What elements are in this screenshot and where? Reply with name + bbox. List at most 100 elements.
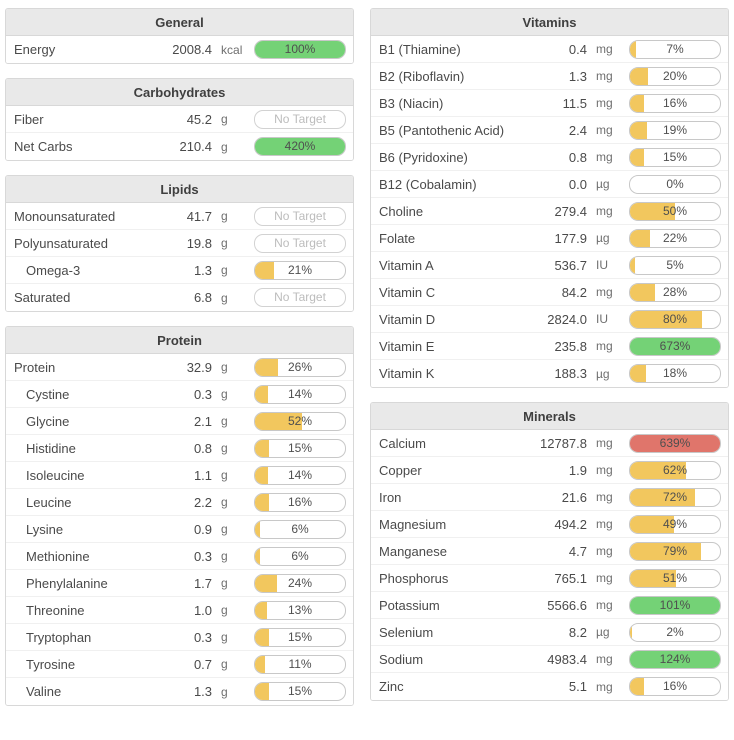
nutrient-row[interactable]: Fiber 45.2 g No Target	[6, 106, 354, 133]
nutrient-row[interactable]: Net Carbs 210.4 g 420%	[6, 133, 354, 160]
nutrient-row[interactable]: Manganese 4.7 mg 79%	[371, 538, 728, 565]
nutrient-value: 1.7	[193, 575, 213, 591]
panel-title: General	[155, 15, 204, 30]
progress-fill	[255, 655, 265, 673]
nutrient-unit: g	[221, 263, 228, 277]
nutrient-row[interactable]: Leucine 2.2 g 16%	[6, 489, 354, 516]
nutrient-row[interactable]: Magnesium 494.2 mg 49%	[371, 511, 728, 538]
nutrient-value: 0.3	[193, 629, 213, 645]
target-slot: No Target	[254, 206, 347, 226]
target-slot: 18%	[629, 364, 721, 383]
nutrient-row[interactable]: Tryptophan 0.3 g 15%	[6, 624, 354, 651]
progress-percent: 80%	[662, 311, 688, 326]
nutrient-row[interactable]: B1 (Thiamine) 0.4 mg 7%	[371, 36, 728, 63]
nutrient-label: Energy	[14, 42, 56, 57]
target-slot: 79%	[629, 541, 721, 561]
nutrient-row[interactable]: Potassium 5566.6 mg 101%	[371, 592, 728, 619]
nutrient-row[interactable]: Selenium 8.2 µg 2%	[371, 619, 728, 646]
panel-minerals: Minerals Calcium 12787.8 mg 639% Copper …	[370, 402, 729, 701]
nutrient-row[interactable]: Vitamin E 235.8 mg 673%	[371, 333, 728, 360]
target-progress-bar: 0%	[629, 174, 721, 194]
nutrient-unit: mg	[596, 96, 613, 110]
nutrient-unit: g	[221, 290, 228, 305]
nutrient-row[interactable]: Choline 279.4 mg 50%	[371, 198, 728, 225]
nutrient-row[interactable]: B3 (Niacin) 11.5 mg 16%	[371, 90, 728, 117]
target-progress-bar: 15%	[254, 438, 347, 458]
progress-percent: 49%	[662, 516, 688, 531]
nutrient-row[interactable]: B2 (Riboflavin) 1.3 mg 20%	[371, 63, 728, 90]
nutrient-row[interactable]: Vitamin K 188.3 µg 18%	[371, 360, 728, 387]
nutrient-row[interactable]: Vitamin A 536.7 IU 5%	[371, 252, 728, 279]
target-progress-bar: 6%	[254, 546, 347, 566]
nutrient-label: Leucine	[26, 494, 72, 510]
target-progress-bar: 15%	[629, 147, 721, 167]
progress-percent: 20%	[662, 68, 688, 83]
nutrient-label: Glycine	[26, 413, 70, 429]
nutrient-row[interactable]: B5 (Pantothenic Acid) 2.4 mg 19%	[371, 117, 728, 144]
progress-fill	[630, 365, 647, 382]
nutrient-row[interactable]: Vitamin C 84.2 mg 28%	[371, 279, 728, 306]
progress-percent: 18%	[662, 366, 688, 380]
nutrient-row[interactable]: Phenylalanine 1.7 g 24%	[6, 570, 354, 597]
nutrient-value: 1.3	[193, 684, 213, 699]
nutrient-value: 12787.8	[540, 435, 587, 451]
progress-fill	[255, 547, 261, 565]
nutrient-row[interactable]: B12 (Cobalamin) 0.0 µg 0%	[371, 171, 728, 198]
target-progress-bar: 16%	[629, 93, 721, 113]
nutrient-row[interactable]: Threonine 1.0 g 13%	[6, 597, 354, 624]
nutrient-row[interactable]: Monounsaturated 41.7 g No Target	[6, 203, 354, 230]
nutrient-row[interactable]: Omega-3 1.3 g 21%	[6, 257, 354, 284]
target-slot: No Target	[254, 109, 347, 129]
nutrient-value: 41.7	[186, 208, 213, 224]
right-column: Vitamins B1 (Thiamine) 0.4 mg 7% B2 (Rib…	[370, 8, 729, 701]
nutrient-row[interactable]: Zinc 5.1 mg 16%	[371, 673, 728, 700]
nutrient-unit: g	[221, 139, 228, 154]
target-progress-bar: 28%	[629, 282, 721, 302]
nutrient-value: 84.2	[561, 284, 587, 300]
target-progress-bar: 420%	[254, 137, 347, 156]
progress-percent: 72%	[662, 489, 688, 504]
progress-percent: 51%	[662, 570, 688, 585]
left-column: General Energy 2008.4 kcal 100% Carbohyd…	[5, 8, 355, 706]
target-progress-bar: 20%	[629, 66, 721, 86]
nutrient-unit: g	[221, 414, 228, 428]
nutrient-row[interactable]: Methionine 0.3 g 6%	[6, 543, 354, 570]
nutrient-value: 0.0	[568, 176, 587, 192]
nutrient-row[interactable]: Iron 21.6 mg 72%	[371, 484, 728, 511]
target-slot: 15%	[254, 438, 347, 458]
nutrient-row[interactable]: Lysine 0.9 g 6%	[6, 516, 354, 543]
nutrient-row[interactable]: Histidine 0.8 g 15%	[6, 435, 354, 462]
nutrient-row[interactable]: Copper 1.9 mg 62%	[371, 457, 728, 484]
target-slot: 673%	[629, 336, 721, 356]
nutrient-row[interactable]: Protein 32.9 g 26%	[6, 354, 354, 381]
nutrient-value: 0.9	[193, 521, 213, 537]
nutrient-row[interactable]: Phosphorus 765.1 mg 51%	[371, 565, 728, 592]
target-progress-bar: 16%	[629, 677, 721, 696]
nutrient-row[interactable]: Isoleucine 1.1 g 14%	[6, 462, 354, 489]
nutrient-row[interactable]: Polyunsaturated 19.8 g No Target	[6, 230, 354, 257]
nutrient-row[interactable]: Sodium 4983.4 mg 124%	[371, 646, 728, 673]
progress-fill	[630, 121, 648, 139]
nutrient-label: Threonine	[26, 602, 85, 618]
panel-title: Vitamins	[522, 15, 577, 30]
nutrient-row[interactable]: Tyrosine 0.7 g 11%	[6, 651, 354, 678]
progress-percent: 100%	[284, 42, 316, 56]
progress-percent: 50%	[662, 203, 688, 218]
nutrient-row[interactable]: Vitamin D 2824.0 IU 80%	[371, 306, 728, 333]
nutrient-row[interactable]: Folate 177.9 µg 22%	[371, 225, 728, 252]
panel-title: Carbohydrates	[133, 85, 226, 100]
nutrient-unit: g	[221, 522, 228, 536]
nutrient-row[interactable]: B6 (Pyridoxine) 0.8 mg 15%	[371, 144, 728, 171]
nutrient-row[interactable]: Glycine 2.1 g 52%	[6, 408, 354, 435]
nutrient-row[interactable]: Saturated 6.8 g No Target	[6, 284, 354, 311]
nutrient-row[interactable]: Valine 1.3 g 15%	[6, 678, 354, 705]
nutrient-value: 2008.4	[172, 42, 213, 57]
progress-fill	[255, 520, 261, 538]
progress-percent: 24%	[288, 575, 313, 590]
nutrient-row[interactable]: Cystine 0.3 g 14%	[6, 381, 354, 408]
nutrient-row[interactable]: Energy 2008.4 kcal 100%	[6, 36, 354, 63]
nutrient-row[interactable]: Calcium 12787.8 mg 639%	[371, 430, 728, 457]
panel-vitamins: Vitamins B1 (Thiamine) 0.4 mg 7% B2 (Rib…	[370, 8, 729, 388]
progress-percent: 52%	[288, 413, 313, 428]
panel-header: Vitamins	[371, 9, 728, 36]
